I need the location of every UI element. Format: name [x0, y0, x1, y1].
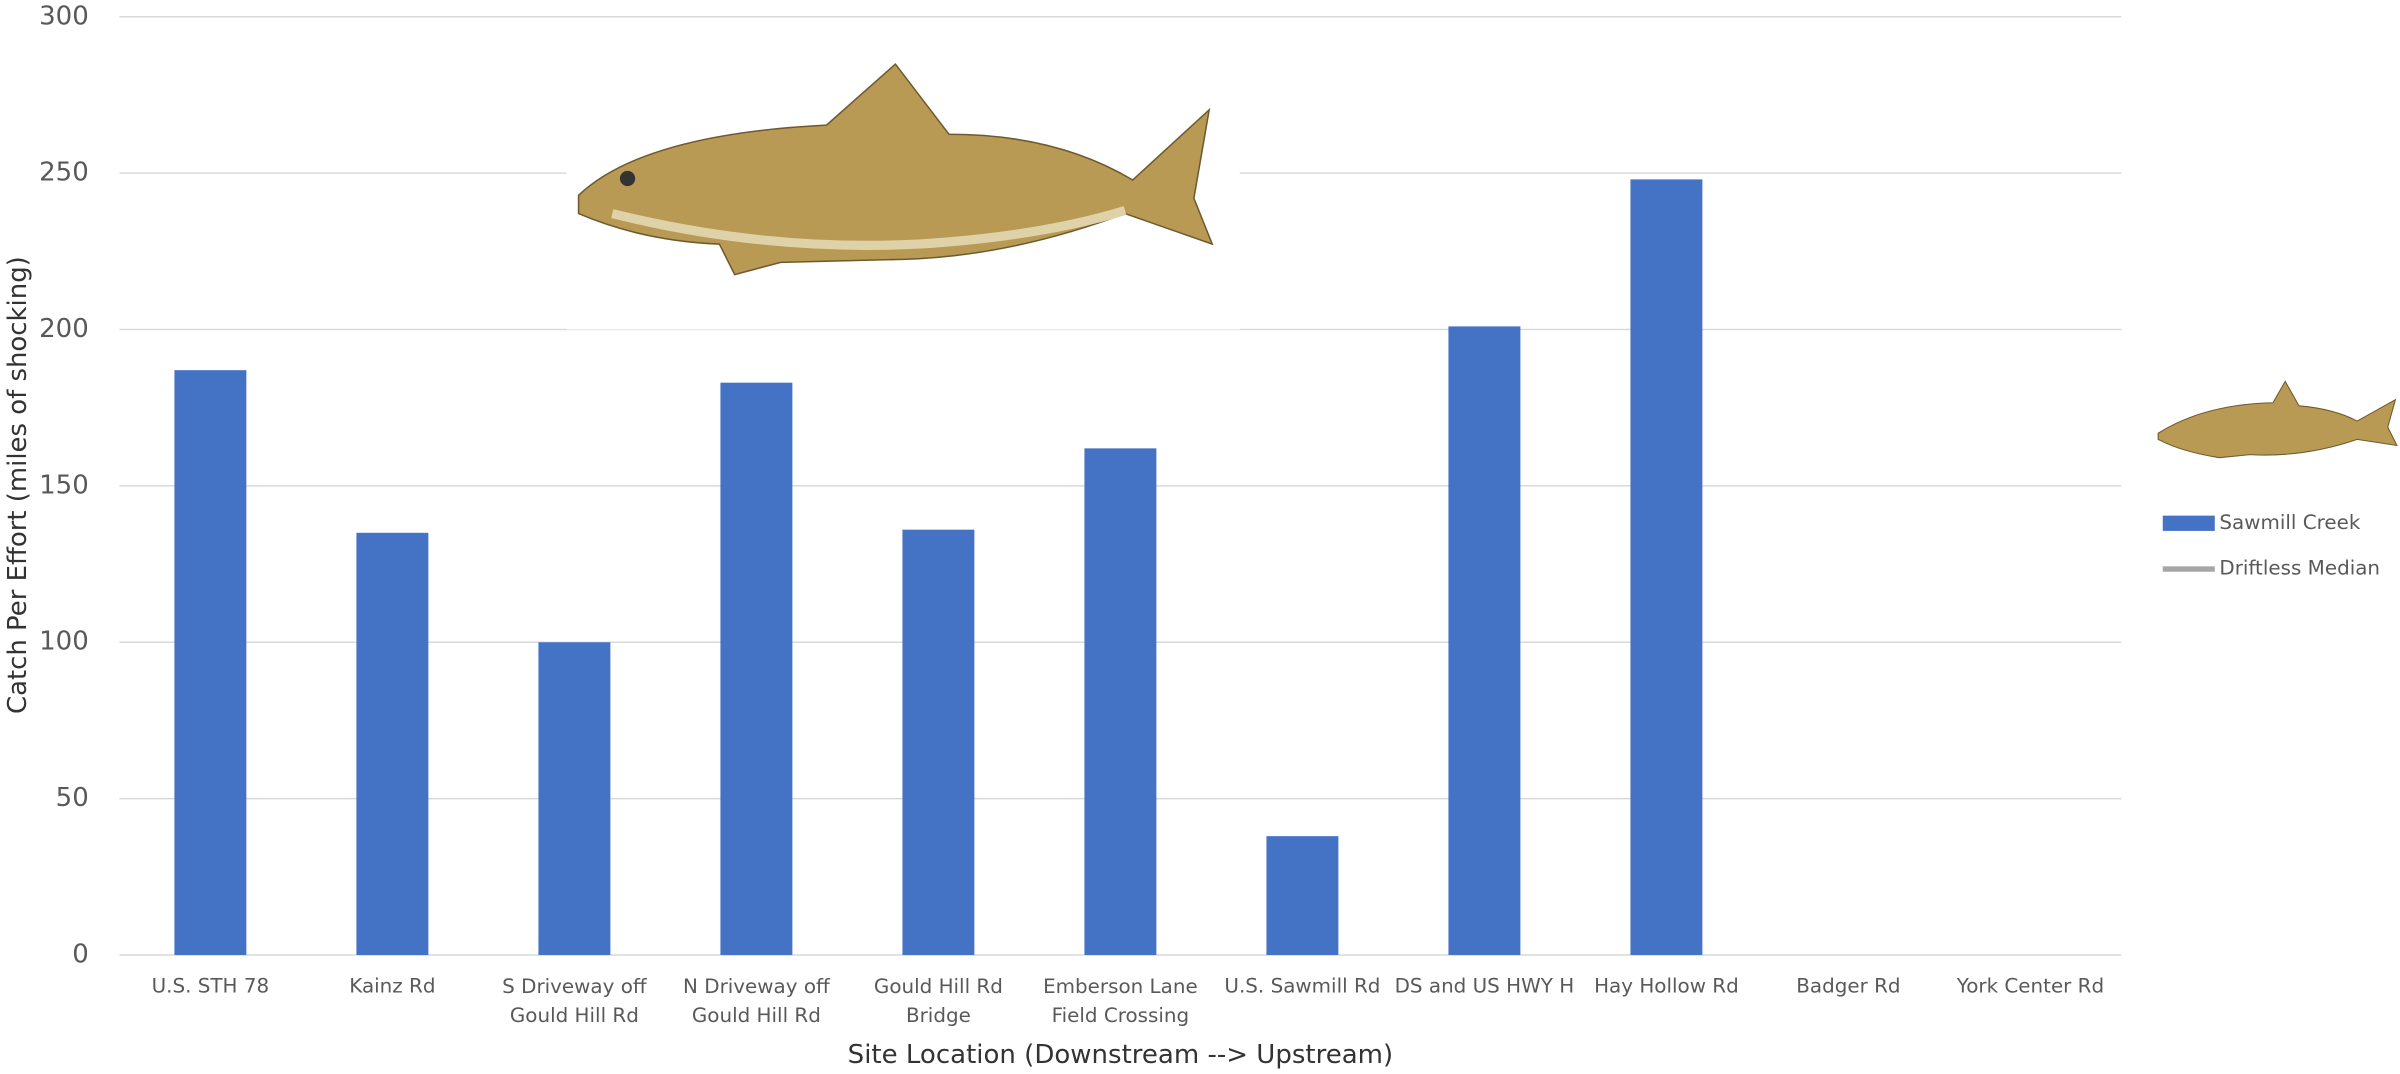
legend: Sawmill Creek Driftless Median	[2162, 511, 2380, 580]
x-tick-label: U.S. Sawmill Rd	[1224, 975, 1380, 998]
y-tick-label: 250	[39, 158, 89, 188]
grid: 0 50 100 150 200 250 300 U.S. STH 78 Kainz Rd S D…	[39, 1, 2122, 1027]
x-tick-label: Hay Hollow Rd	[1594, 975, 1739, 998]
x-tick-label: DS and US HWY H	[1395, 975, 1575, 998]
x-tick-label: S Driveway off Gould Hill Rd	[502, 975, 648, 1027]
bar	[1266, 836, 1339, 956]
y-tick-label: 100	[39, 627, 89, 657]
x-tick-label: Emberson Lane Field Crossing	[1043, 975, 1198, 1027]
x-tick-label: Gould Hill Rd Bridge	[874, 975, 1003, 1027]
y-tick-label: 0	[72, 940, 89, 970]
bar	[538, 642, 611, 956]
legend-swatch	[2162, 515, 2215, 531]
legend-label: Driftless Median	[2219, 557, 2380, 580]
bar	[174, 370, 247, 956]
trout-image	[566, 45, 1240, 330]
y-tick-label: 50	[56, 783, 89, 813]
y-axis-title: Catch Per Effort (miles of shocking)	[3, 256, 33, 714]
y-tick-label: 300	[39, 1, 89, 31]
bar	[1084, 448, 1157, 956]
plot	[174, 179, 1703, 956]
x-axis-title: Site Location (Downstream --> Upstream)	[848, 1040, 1393, 1070]
bar	[720, 382, 793, 956]
bar	[1448, 326, 1521, 956]
bar	[1630, 179, 1703, 956]
y-tick-label: 200	[39, 314, 89, 344]
bar	[356, 532, 429, 956]
x-tick-label: Kainz Rd	[349, 975, 435, 998]
x-tick-label: York Center Rd	[1956, 975, 2104, 998]
legend-label: Sawmill Creek	[2219, 511, 2360, 534]
trout-icon	[2157, 380, 2398, 459]
bar	[902, 529, 975, 956]
x-tick-label: Badger Rd	[1796, 975, 1900, 998]
y-tick-label: 150	[39, 470, 89, 500]
x-tick-label: U.S. STH 78	[152, 975, 270, 998]
x-tick-label: N Driveway off Gould Hill Rd	[683, 975, 831, 1027]
